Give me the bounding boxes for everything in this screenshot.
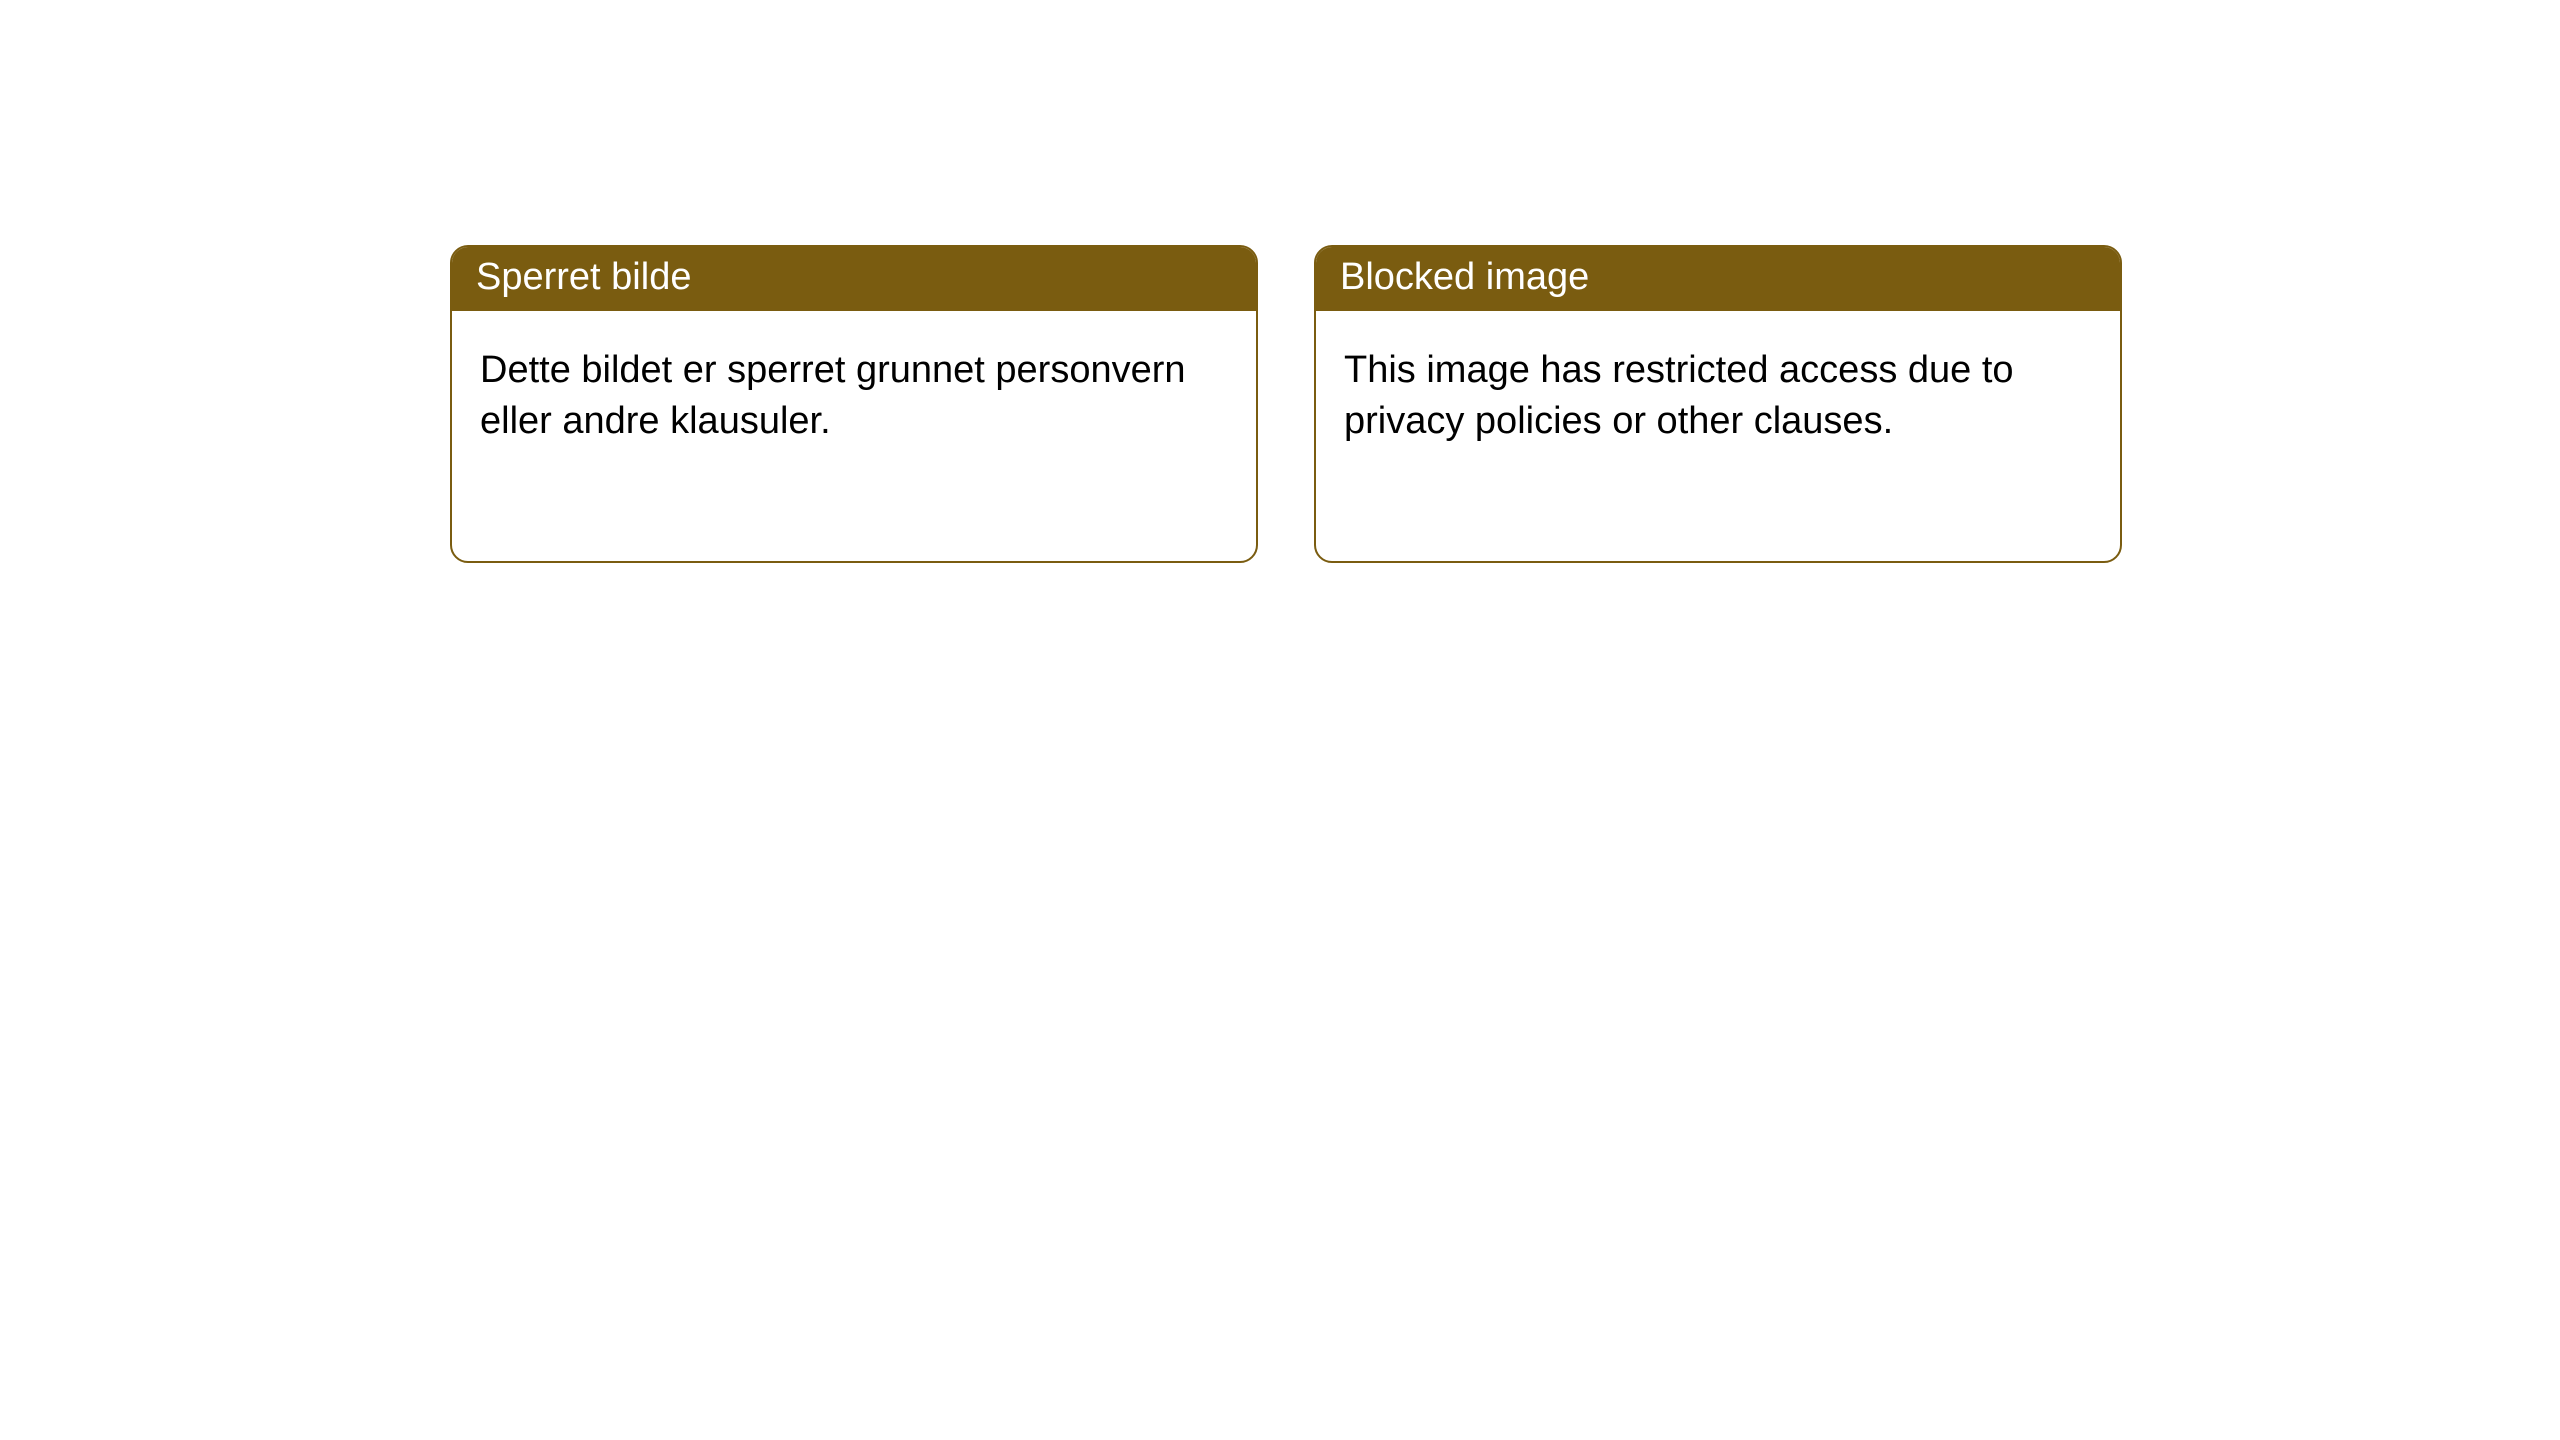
notice-body-english: This image has restricted access due to … bbox=[1316, 311, 2120, 561]
notice-card-norwegian: Sperret bilde Dette bildet er sperret gr… bbox=[450, 245, 1258, 563]
notice-header-english: Blocked image bbox=[1316, 247, 2120, 311]
notice-header-norwegian: Sperret bilde bbox=[452, 247, 1256, 311]
notice-card-english: Blocked image This image has restricted … bbox=[1314, 245, 2122, 563]
notice-container: Sperret bilde Dette bildet er sperret gr… bbox=[0, 0, 2560, 563]
notice-body-norwegian: Dette bildet er sperret grunnet personve… bbox=[452, 311, 1256, 561]
